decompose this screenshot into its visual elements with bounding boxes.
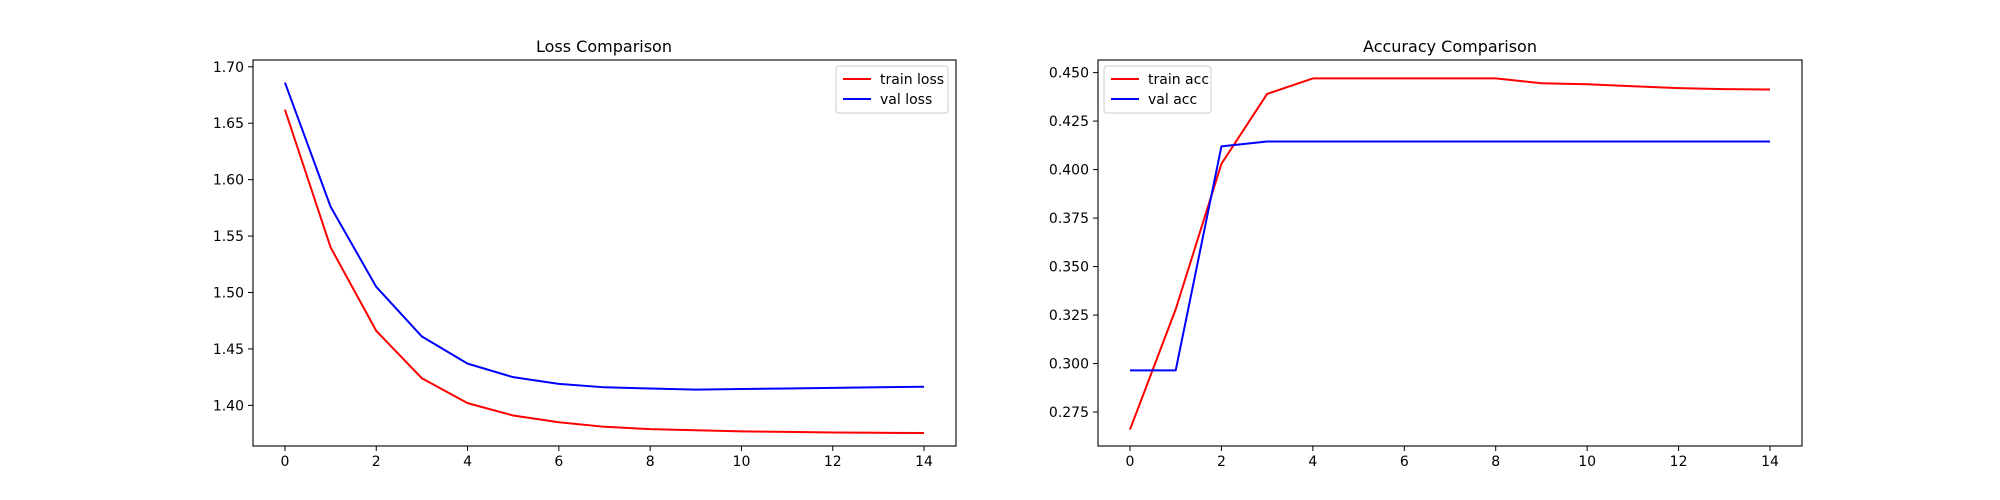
accuracy-x-tick-label: 10: [1578, 454, 1596, 470]
accuracy-y-axis: 0.275 0.300 0.325 0.350 0.375 0.400 0.425 0.450: [1049, 66, 1098, 421]
accuracy-legend-label-val: val acc: [1148, 92, 1197, 108]
loss-legend: train loss val loss: [835, 65, 949, 114]
loss-x-axis: 0 2 4 6 8 10 12 14: [280, 446, 933, 470]
accuracy-axes-frame: [1097, 59, 1803, 447]
loss-y-tick-label: 1.60: [213, 173, 244, 189]
loss-series-line-train: [284, 109, 925, 435]
accuracy-x-tick-label: 2: [1217, 454, 1226, 470]
accuracy-legend-box: [1103, 65, 1212, 114]
accuracy-x-tick-label: 6: [1400, 454, 1409, 470]
loss-y-tick-label: 1.65: [213, 116, 244, 132]
loss-legend-box: [835, 65, 949, 114]
loss-x-tick-label: 8: [646, 454, 655, 470]
accuracy-chart: Accuracy Comparison 0 2 4 6 8 10 12 14 0.275 0.3…: [1049, 37, 1803, 470]
accuracy-y-tick-label: 0.350: [1049, 260, 1089, 276]
loss-legend-label-val: val loss: [880, 92, 932, 108]
loss-axes-frame: [252, 59, 957, 447]
loss-chart: Loss Comparison 0 2 4 6 8 10 12 14 1.40 1.45 1.50…: [213, 37, 957, 470]
loss-y-tick-label: 1.45: [213, 342, 244, 358]
loss-x-tick-label: 2: [372, 454, 381, 470]
loss-y-tick-label: 1.55: [213, 229, 244, 245]
loss-y-tick-label: 1.70: [213, 60, 244, 76]
loss-x-tick-label: 0: [280, 454, 289, 470]
accuracy-x-axis: 0 2 4 6 8 10 12 14: [1126, 446, 1779, 470]
loss-x-tick-label: 6: [554, 454, 563, 470]
accuracy-x-tick-label: 4: [1308, 454, 1317, 470]
accuracy-series-line-train: [1129, 77, 1771, 430]
loss-y-tick-label: 1.40: [213, 398, 244, 414]
loss-y-tick-label: 1.50: [213, 286, 244, 302]
accuracy-legend: train acc val acc: [1103, 65, 1212, 114]
accuracy-chart-title: Accuracy Comparison: [1363, 37, 1537, 56]
loss-x-tick-label: 10: [733, 454, 751, 470]
accuracy-y-tick-label: 0.450: [1049, 66, 1089, 82]
accuracy-y-tick-label: 0.300: [1049, 357, 1089, 373]
accuracy-y-tick-label: 0.400: [1049, 163, 1089, 179]
loss-legend-label-train: train loss: [880, 72, 944, 88]
accuracy-x-tick-label: 8: [1491, 454, 1500, 470]
accuracy-plot-area: [1129, 77, 1771, 430]
loss-series-line-val: [284, 82, 925, 391]
loss-plot-area: [284, 82, 925, 435]
loss-x-tick-label: 4: [463, 454, 472, 470]
accuracy-series-line-val: [1130, 140, 1770, 372]
loss-x-tick-label: 14: [915, 454, 933, 470]
accuracy-legend-label-train: train acc: [1148, 72, 1209, 88]
accuracy-y-tick-label: 0.275: [1049, 405, 1089, 421]
loss-x-tick-label: 12: [824, 454, 842, 470]
loss-y-axis: 1.40 1.45 1.50 1.55 1.60 1.65 1.70: [213, 60, 253, 414]
accuracy-x-tick-label: 0: [1126, 454, 1135, 470]
accuracy-y-tick-label: 0.325: [1049, 308, 1089, 324]
accuracy-x-tick-label: 12: [1670, 454, 1688, 470]
accuracy-y-tick-label: 0.375: [1049, 211, 1089, 227]
accuracy-x-tick-label: 14: [1761, 454, 1779, 470]
accuracy-y-tick-label: 0.425: [1049, 114, 1089, 130]
loss-chart-title: Loss Comparison: [536, 37, 672, 56]
